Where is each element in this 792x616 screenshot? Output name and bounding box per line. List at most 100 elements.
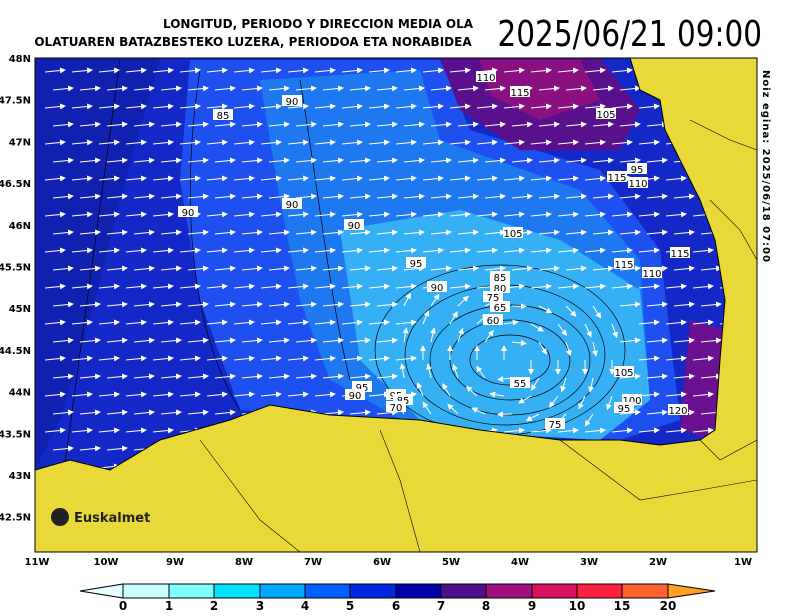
wave-arrow	[314, 283, 336, 290]
wave-arrow	[665, 283, 687, 290]
wave-arrow	[619, 157, 641, 164]
legend-swatch	[621, 583, 669, 599]
wave-arrow	[376, 85, 398, 92]
wave-arrow	[79, 445, 101, 452]
wave-arrow	[442, 383, 451, 397]
wave-arrow	[503, 211, 525, 218]
wave-arrow	[673, 337, 695, 344]
wave-arrow	[646, 229, 668, 236]
contour-label: 90	[286, 97, 299, 108]
wave-arrow	[471, 407, 486, 415]
contour-label: 95	[618, 404, 631, 415]
wave-arrow	[511, 340, 527, 346]
wave-arrow	[449, 211, 471, 218]
wave-arrow	[79, 229, 101, 236]
wave-arrow	[187, 193, 209, 200]
wave-arrow	[368, 175, 390, 182]
wave-arrow	[646, 337, 668, 344]
contour-label: 110	[476, 73, 495, 84]
wave-arrow	[322, 301, 344, 308]
wave-arrow	[619, 121, 641, 128]
legend-label: 15	[614, 599, 631, 612]
wave-arrow	[187, 373, 209, 380]
wave-arrow	[187, 337, 209, 344]
wave-arrow	[565, 265, 587, 272]
contour-label: 100	[622, 396, 641, 407]
wave-arrow	[557, 427, 579, 434]
wave-arrow	[179, 283, 201, 290]
wave-arrow	[611, 103, 633, 110]
legend-label: 2	[210, 599, 218, 612]
wave-arrow	[395, 283, 417, 290]
wave-arrow	[106, 193, 128, 200]
wave-arrow	[368, 391, 390, 398]
contour-label-bg	[545, 418, 565, 429]
wave-arrow	[322, 373, 344, 380]
wave-arrow	[322, 409, 344, 416]
wave-arrow	[341, 319, 363, 326]
wave-arrow	[665, 175, 687, 182]
wave-arrow	[341, 139, 363, 146]
logo: Euskalmet	[74, 511, 150, 526]
wave-arrow	[646, 301, 668, 308]
contour-label: 120	[668, 406, 687, 417]
wave-arrow	[430, 327, 436, 343]
wave-arrow	[638, 103, 660, 110]
wave-arrow	[530, 175, 552, 182]
wave-arrow	[584, 139, 606, 146]
wave-arrow	[71, 139, 93, 146]
wave-arrow	[457, 295, 469, 307]
wave-arrow	[395, 103, 417, 110]
wave-arrow	[98, 355, 120, 362]
wave-arrow	[44, 355, 66, 362]
contour-label: 105	[503, 229, 522, 240]
wave-arrow	[287, 319, 309, 326]
wave-arrow	[368, 355, 390, 362]
wave-arrow	[376, 157, 398, 164]
wave-arrow	[484, 121, 506, 128]
wave-arrow	[497, 376, 513, 382]
wave-arrow	[268, 265, 290, 272]
legend-arrow-right	[667, 583, 716, 599]
wave-arrow	[619, 337, 641, 344]
wave-arrow	[557, 67, 579, 74]
wave-arrow	[125, 319, 147, 326]
wave-arrow	[646, 157, 668, 164]
legend-swatch	[485, 583, 533, 599]
wave-arrow	[287, 211, 309, 218]
wave-arrow	[531, 377, 540, 391]
wave-arrow	[578, 395, 586, 410]
wave-arrow	[611, 247, 633, 254]
wave-arrow	[503, 139, 525, 146]
wave-arrow	[503, 319, 519, 326]
wave-arrow	[206, 139, 228, 146]
wave-arrow	[611, 211, 633, 218]
wave-arrow	[638, 319, 660, 326]
wave-arrow	[44, 211, 66, 218]
contour-label: 90	[182, 208, 195, 219]
wave-arrow	[322, 121, 344, 128]
wave-arrow	[403, 193, 425, 200]
wave-arrow	[152, 319, 174, 326]
contour-label: 90	[431, 283, 444, 294]
wave-arrow	[584, 427, 606, 434]
wave-arrow	[476, 365, 486, 379]
wave-arrow	[565, 229, 587, 236]
wave-arrow	[619, 301, 641, 308]
wave-arrow	[71, 247, 93, 254]
wave-arrow	[430, 85, 452, 92]
wave-arrow	[79, 121, 101, 128]
wave-arrow	[98, 67, 120, 74]
wave-arrow	[52, 85, 74, 92]
wave-arrow	[241, 373, 263, 380]
wave-arrow	[125, 283, 147, 290]
wave-arrow	[430, 265, 452, 272]
wave-arrow	[98, 211, 120, 218]
lat-label: 47N	[9, 137, 31, 148]
contour-label-bg	[483, 291, 503, 302]
wave-arrow	[584, 247, 606, 254]
wave-arrow	[511, 193, 533, 200]
wave-arrow	[160, 157, 182, 164]
wave-arrow	[511, 265, 533, 272]
wave-arrow	[268, 193, 290, 200]
